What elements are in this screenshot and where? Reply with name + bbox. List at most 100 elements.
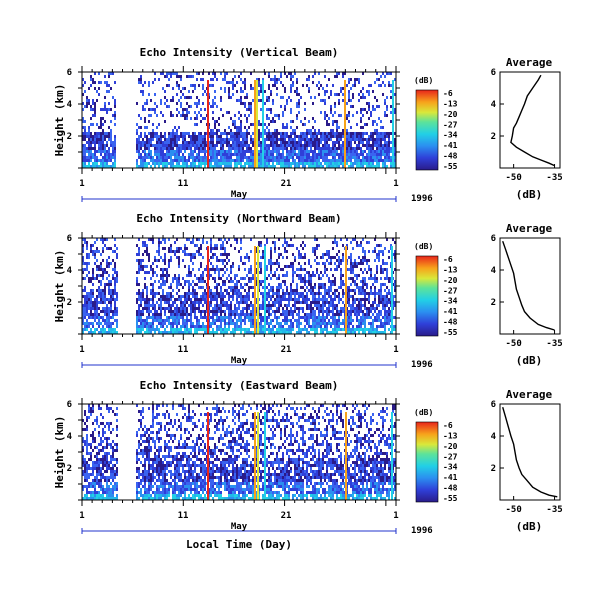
heatmap-cell [176,307,178,310]
heatmap-cell [264,165,266,168]
heatmap-cell [190,153,192,156]
heatmap-cell [330,105,332,108]
heatmap-cell [388,132,390,135]
heatmap-cell [310,265,312,268]
heatmap-cell [266,322,268,325]
heatmap-cell [212,159,214,162]
heatmap-cell [284,126,286,129]
heatmap-cell [296,165,298,168]
heatmap-cell [336,331,338,334]
heatmap-cell [324,75,326,78]
heatmap-cell [320,150,322,153]
heatmap-cell [98,316,100,319]
heatmap-cell [172,280,174,283]
heatmap-cell [92,322,94,325]
heatmap-cell [372,319,374,322]
heatmap-cell [150,316,152,319]
heatmap-cell [352,96,354,99]
heatmap-cell [218,268,220,271]
heatmap-cell [294,138,296,141]
heatmap-cell [334,319,336,322]
heatmap-cell [348,114,350,117]
heatmap-cell [172,331,174,334]
heatmap-cell [164,331,166,334]
heatmap-cell [186,114,188,117]
heatmap-cell [326,298,328,301]
heatmap-cell [188,304,190,307]
heatmap-cell [180,102,182,105]
heatmap-cell [200,265,202,268]
heatmap-cell [112,150,114,153]
heatmap-cell [316,153,318,156]
heatmap-cell [214,277,216,280]
heatmap-cell [318,132,320,135]
heatmap-cell [236,162,238,165]
heatmap-cell [272,138,274,141]
heatmap-cell [292,274,294,277]
heatmap-cell [156,114,158,117]
heatmap-cell [350,316,352,319]
heatmap-cell [304,102,306,105]
heatmap-cell [372,301,374,304]
heatmap-cell [88,322,90,325]
heatmap-cell [112,289,114,292]
heatmap-cell [390,132,392,135]
heatmap-cell [302,84,304,87]
heatmap-cell [180,325,182,328]
heatmap-cell [310,165,312,168]
heatmap-cell [350,271,352,274]
heatmap-cell [362,262,364,265]
heatmap-cell [114,307,116,310]
heatmap-cell [220,238,222,241]
heatmap-cell [376,265,378,268]
heatmap-cell [284,72,286,75]
heatmap-cell [196,147,198,150]
heatmap-cell [84,153,86,156]
heatmap-cell [358,78,360,81]
heatmap-cell [162,153,164,156]
heatmap-cell [278,277,280,280]
heatmap-cell [200,120,202,123]
heatmap-cell [290,111,292,114]
heatmap-cell [194,244,196,247]
heatmap-cell [166,84,168,87]
heatmap-cell [368,117,370,120]
heatmap-cell [262,325,264,328]
heatmap-cell [334,328,336,331]
heatmap-cell [234,274,236,277]
heatmap-cell [242,298,244,301]
heatmap-cell [108,310,110,313]
heatmap-cell [366,102,368,105]
heatmap-cell [362,132,364,135]
heatmap-cell [156,135,158,138]
heatmap-cell [92,289,94,292]
heatmap-cell [144,250,146,253]
heatmap-cell [334,111,336,114]
heatmap-cell [362,271,364,274]
heatmap-cell [168,265,170,268]
heatmap-cell [374,250,376,253]
heatmap-cell [306,78,308,81]
heatmap-cell [200,277,202,280]
heatmap-cell [100,132,102,135]
heatmap-cell [152,322,154,325]
heatmap-cell [302,280,304,283]
heatmap-cell [230,132,232,135]
heatmap-cell [250,304,252,307]
heatmap-cell [258,135,260,138]
heatmap-cell [362,280,364,283]
heatmap-cell [288,162,290,165]
heatmap-cell [322,331,324,334]
heatmap-cell [108,147,110,150]
heatmap-cell [212,102,214,105]
heatmap-cell [246,138,248,141]
heatmap-cell [324,286,326,289]
heatmap-cell [274,304,276,307]
heatmap-cell [210,301,212,304]
heatmap-cell [218,325,220,328]
heatmap-cell [312,292,314,295]
heatmap-cell [108,283,110,286]
heatmap-cell [338,292,340,295]
heatmap-cell [102,277,104,280]
heatmap-cell [390,162,392,165]
